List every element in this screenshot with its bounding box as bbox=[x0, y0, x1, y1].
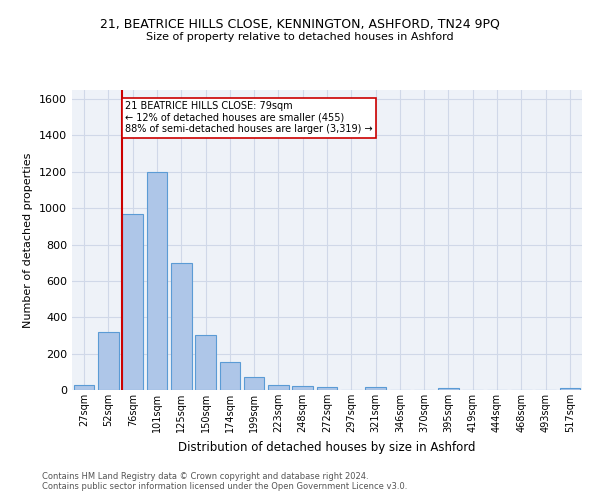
Text: 21, BEATRICE HILLS CLOSE, KENNINGTON, ASHFORD, TN24 9PQ: 21, BEATRICE HILLS CLOSE, KENNINGTON, AS… bbox=[100, 18, 500, 30]
Text: 21 BEATRICE HILLS CLOSE: 79sqm
← 12% of detached houses are smaller (455)
88% of: 21 BEATRICE HILLS CLOSE: 79sqm ← 12% of … bbox=[125, 101, 373, 134]
Bar bbox=[292, 386, 313, 390]
Bar bbox=[74, 384, 94, 390]
Bar bbox=[146, 172, 167, 390]
Bar bbox=[560, 388, 580, 390]
Text: Contains HM Land Registry data © Crown copyright and database right 2024.: Contains HM Land Registry data © Crown c… bbox=[42, 472, 368, 481]
Y-axis label: Number of detached properties: Number of detached properties bbox=[23, 152, 34, 328]
Bar bbox=[268, 384, 289, 390]
Text: Size of property relative to detached houses in Ashford: Size of property relative to detached ho… bbox=[146, 32, 454, 42]
Bar bbox=[122, 214, 143, 390]
Bar bbox=[98, 332, 119, 390]
Bar bbox=[220, 362, 240, 390]
Bar bbox=[244, 378, 265, 390]
Bar bbox=[171, 262, 191, 390]
Bar bbox=[195, 334, 216, 390]
Text: Contains public sector information licensed under the Open Government Licence v3: Contains public sector information licen… bbox=[42, 482, 407, 491]
X-axis label: Distribution of detached houses by size in Ashford: Distribution of detached houses by size … bbox=[178, 440, 476, 454]
Bar bbox=[317, 388, 337, 390]
Bar bbox=[438, 388, 459, 390]
Bar bbox=[365, 388, 386, 390]
